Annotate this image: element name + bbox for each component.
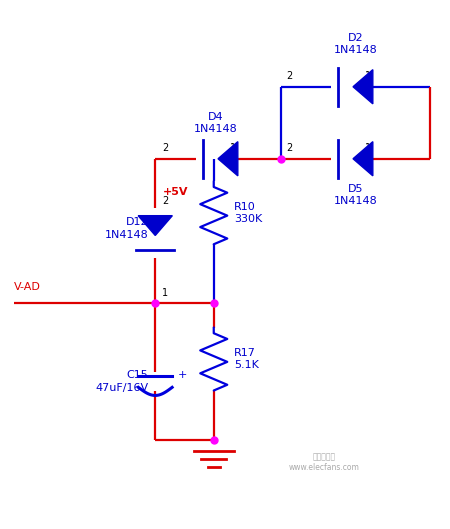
Text: D12
1N4148: D12 1N4148: [105, 217, 148, 240]
Text: +: +: [177, 370, 187, 380]
Text: R17
5.1K: R17 5.1K: [234, 348, 259, 370]
Text: 2: 2: [287, 71, 293, 81]
Text: 2: 2: [162, 196, 168, 206]
Text: 2: 2: [162, 143, 168, 153]
Text: 1: 1: [365, 71, 372, 81]
Polygon shape: [353, 142, 373, 176]
Text: 2: 2: [287, 143, 293, 153]
Text: 1: 1: [162, 288, 168, 298]
Text: V-AD: V-AD: [14, 281, 40, 291]
Text: D4
1N4148: D4 1N4148: [194, 112, 238, 134]
Text: 1: 1: [230, 143, 237, 153]
Text: 1: 1: [365, 143, 372, 153]
Text: C15
47uF/16V: C15 47uF/16V: [95, 370, 148, 393]
Polygon shape: [138, 216, 172, 235]
Text: D2
1N4148: D2 1N4148: [333, 33, 378, 55]
Polygon shape: [353, 70, 373, 104]
Text: +5V: +5V: [163, 187, 189, 197]
Text: 电子发烧友
www.elecfans.com: 电子发烧友 www.elecfans.com: [288, 452, 360, 471]
Text: D5
1N4148: D5 1N4148: [333, 184, 378, 206]
Text: R10
330K: R10 330K: [234, 202, 262, 224]
Polygon shape: [218, 142, 238, 176]
